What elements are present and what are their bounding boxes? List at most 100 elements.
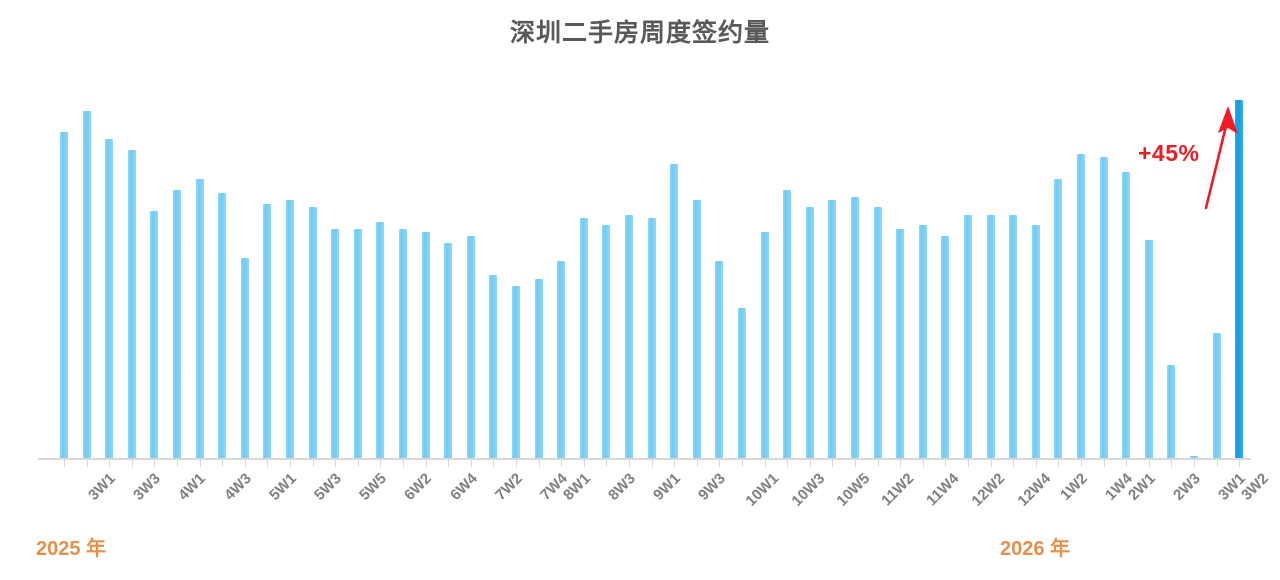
axis-tick <box>267 458 269 467</box>
axis-tick <box>1239 458 1241 467</box>
bar <box>263 203 272 458</box>
bar <box>1190 455 1198 458</box>
axis-tick-label: 12W4 <box>1014 470 1054 510</box>
axis-tick-label: 2W3 <box>1169 470 1204 504</box>
axis-tick <box>742 458 743 467</box>
axis-tick <box>674 458 676 467</box>
bar <box>1009 214 1018 458</box>
bar <box>60 132 68 458</box>
axis-tick-label: 5W1 <box>265 470 300 504</box>
axis-tick <box>244 458 246 467</box>
bar <box>444 243 453 458</box>
axis-tick <box>1126 458 1128 467</box>
bar <box>218 193 227 458</box>
bar <box>1212 332 1221 458</box>
axis-tick <box>719 458 721 467</box>
bar <box>127 150 136 458</box>
axis-tick <box>855 458 856 467</box>
axis-tick <box>606 458 608 467</box>
year-label-2026: 2026 年 <box>1000 538 1071 560</box>
bar <box>286 200 294 458</box>
bar <box>783 189 792 458</box>
bar <box>421 232 430 458</box>
bar <box>602 225 611 458</box>
bar <box>873 207 882 458</box>
x-axis-line <box>38 458 1251 460</box>
axis-tick-label: 12W2 <box>968 470 1009 510</box>
bar <box>308 207 317 458</box>
bar <box>240 257 249 458</box>
axis-tick <box>448 458 450 467</box>
axis-tick <box>64 458 65 467</box>
axis-tick <box>696 458 698 467</box>
bar <box>1031 225 1040 458</box>
bar <box>941 236 950 458</box>
bar <box>399 228 407 458</box>
axis-tick <box>764 458 766 467</box>
axis-tick-label: 5W3 <box>311 470 345 504</box>
axis-tick-label: 11W4 <box>923 470 963 510</box>
axis-tick <box>335 458 337 467</box>
bar <box>1235 100 1244 458</box>
axis-tick <box>1216 458 1218 467</box>
axis-tick <box>922 458 924 467</box>
bar <box>738 307 746 458</box>
axis-tick <box>131 458 133 467</box>
bar <box>534 279 543 458</box>
axis-tick <box>968 458 969 467</box>
bar <box>82 110 91 458</box>
axis-tick <box>403 458 404 467</box>
bar <box>376 221 385 458</box>
year-label-2025: 2025 年 <box>36 538 107 560</box>
axis-tick-label: 8W3 <box>604 470 639 504</box>
bar <box>828 200 837 458</box>
axis-tick <box>86 458 88 467</box>
axis-tick <box>990 458 992 467</box>
bar <box>1144 239 1153 458</box>
axis-tick <box>312 458 314 467</box>
axis-tick-label: 1W2 <box>1056 470 1091 504</box>
axis-tick <box>538 458 540 467</box>
axis-tick <box>1148 458 1150 467</box>
bar <box>986 214 995 458</box>
axis-tick <box>900 458 902 467</box>
axis-tick <box>425 458 427 467</box>
page-title: 深圳二手房周度签约量 <box>509 19 770 47</box>
axis-tick-label: 9W1 <box>650 470 684 504</box>
axis-tick <box>1013 458 1015 467</box>
bar <box>512 286 520 458</box>
axis-tick <box>493 458 495 467</box>
bar <box>1077 153 1085 458</box>
axis-tick <box>877 458 879 467</box>
plot-area <box>42 95 1247 458</box>
axis-tick-label: 11W2 <box>878 470 918 510</box>
bar <box>1122 171 1131 458</box>
axis-tick-label: 6W2 <box>401 470 436 504</box>
axis-tick <box>1035 458 1037 467</box>
axis-tick <box>154 458 156 467</box>
bar <box>964 214 972 458</box>
axis-tick-label: 3W3 <box>130 470 165 504</box>
bar <box>918 225 927 458</box>
axis-tick-label: 6W4 <box>446 470 481 504</box>
axis-tick <box>516 458 517 467</box>
bar <box>805 207 814 458</box>
bar <box>670 164 679 458</box>
bar <box>557 261 566 458</box>
axis-tick <box>651 458 653 467</box>
axis-tick <box>222 458 224 467</box>
axis-tick-label: 9W3 <box>695 470 730 504</box>
axis-tick-label: 10W3 <box>788 470 828 510</box>
bar <box>579 218 588 458</box>
axis-tick <box>199 458 201 467</box>
axis-tick <box>380 458 382 467</box>
bar <box>1054 178 1063 458</box>
axis-tick <box>787 458 789 467</box>
axis-tick <box>1103 458 1105 467</box>
bar <box>692 200 701 458</box>
bar <box>851 196 859 458</box>
bar <box>1167 364 1176 458</box>
bar <box>331 228 340 458</box>
axis-tick <box>357 458 359 467</box>
